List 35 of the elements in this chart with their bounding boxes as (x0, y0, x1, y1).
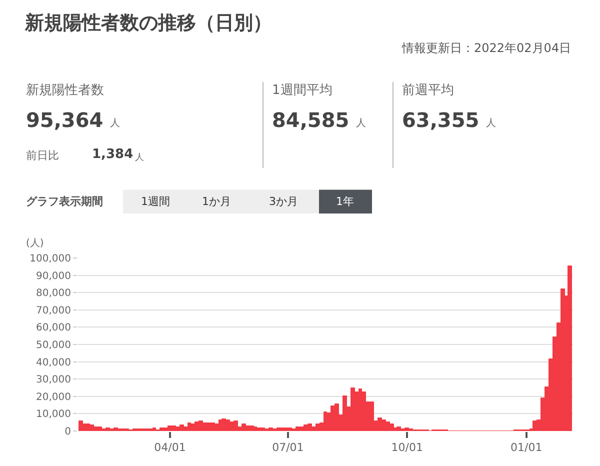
chart-title: 新規陽性者数の推移（日別） (24, 12, 272, 34)
y-tick-label: 70,000 (36, 305, 71, 316)
y-tick-label: 40,000 (36, 357, 71, 368)
y-tick-label: 0 (64, 426, 71, 438)
x-tick-label: 04/01 (154, 441, 186, 454)
text: 前週平均 (402, 83, 454, 98)
x-tick-label: 07/01 (272, 441, 304, 454)
y-tick-label: 80,000 (36, 288, 71, 300)
chart-subtitle: 情報更新日：2022年02月04日 (401, 41, 572, 55)
text: 新規陽性者数 (26, 83, 104, 98)
y-tick-label: 60,000 (36, 322, 71, 334)
text: 1か月 (202, 195, 231, 208)
y-tick-label: 20,000 (36, 392, 71, 403)
text: グラフ表示期間 (26, 195, 103, 208)
text: 3か月 (269, 195, 298, 208)
x-tick-label: 01/01 (510, 441, 542, 454)
text: 人 (486, 118, 496, 129)
y-tick-label: 100,000 (30, 254, 71, 264)
y-tick-label: 50,000 (36, 340, 71, 351)
text: 63,355 (402, 108, 480, 132)
y-tick-label: 10,000 (36, 409, 71, 420)
y-tick-label: 90,000 (36, 270, 71, 282)
text: 人 (356, 118, 366, 129)
x-tick-label: 10/01 (391, 441, 423, 454)
text: 前日比 (26, 149, 59, 162)
text: 95,364 (26, 108, 104, 132)
text: 1,384 (92, 147, 134, 162)
text: 84,585 (272, 108, 350, 132)
text: 1年 (336, 195, 354, 208)
text: 人 (110, 118, 120, 129)
text: 人 (135, 152, 144, 163)
y-axis-title: (人) (26, 238, 44, 249)
text: 1週間 (141, 195, 170, 208)
y-tick-label: 30,000 (36, 374, 71, 386)
text: 1週間平均 (272, 83, 332, 98)
